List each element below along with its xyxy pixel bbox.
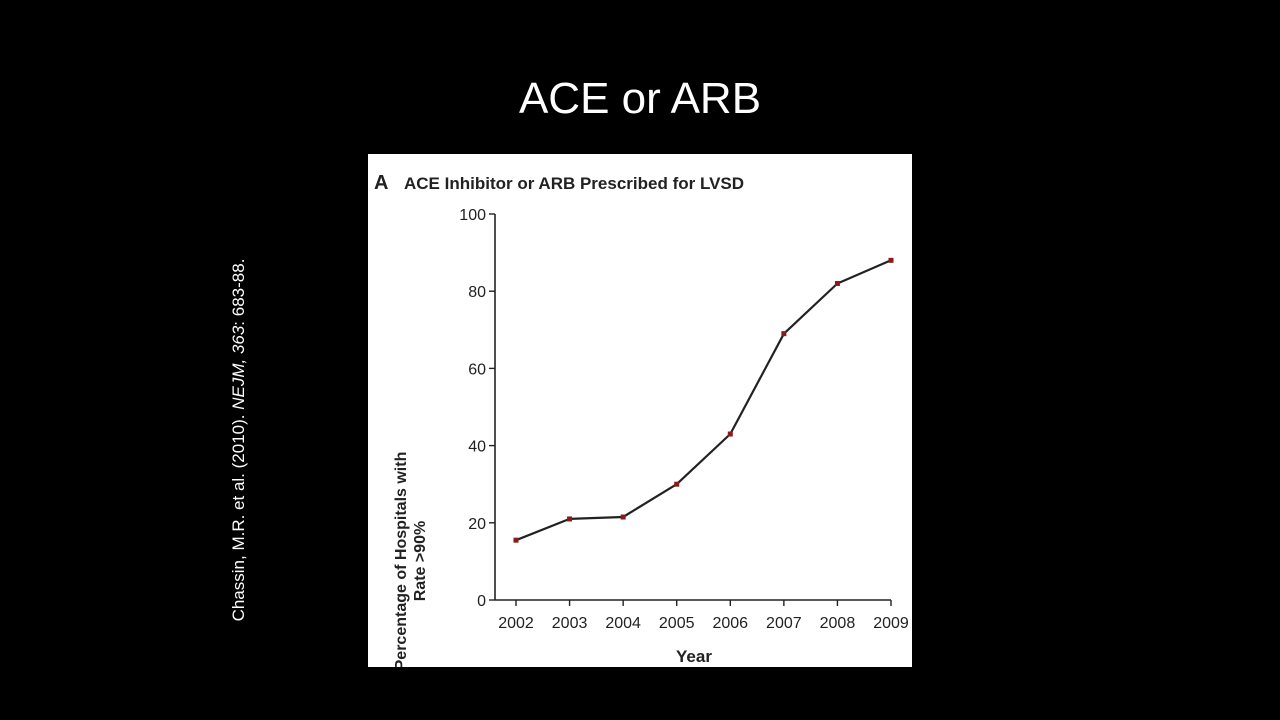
x-tick-label: 2009: [873, 615, 909, 632]
y-axis-label-line2: Rate >90%: [412, 521, 429, 602]
data-point: [834, 280, 840, 286]
data-point: [888, 257, 894, 263]
x-tick-label: 2005: [659, 615, 695, 632]
data-point: [567, 516, 573, 522]
x-tick-label: 2008: [820, 615, 856, 632]
axes-layer: [494, 214, 891, 601]
data-point: [781, 331, 787, 337]
y-tick-label: 60: [468, 361, 486, 378]
chart-title: ACE Inhibitor or ARB Prescribed for LVSD: [404, 174, 744, 193]
series-line: [515, 259, 892, 542]
ticks-layer: 0 20 40 60 80 100 2002 2003 2004 2005 2006 2007 2008…: [459, 207, 909, 632]
series-layer: [513, 257, 894, 543]
y-tick-label: 40: [468, 439, 486, 456]
y-tick-label: 100: [459, 207, 486, 224]
citation-pages: : 683-88.: [229, 258, 248, 326]
line-chart: A ACE Inhibitor or ARB Prescribed for LV…: [374, 172, 909, 667]
y-tick-label: 80: [468, 284, 486, 301]
y-axis-label: Percentage of Hospitals with Rate >90%: [393, 452, 429, 667]
y-tick-label: 0: [477, 593, 486, 610]
y-axis-label-line1: Percentage of Hospitals with: [393, 452, 410, 667]
x-tick-label: 2006: [712, 615, 748, 632]
x-tick-label: 2004: [605, 615, 641, 632]
y-tick-label: 20: [468, 516, 486, 533]
figure-panel: A ACE Inhibitor or ARB Prescribed for LV…: [368, 154, 912, 667]
slide-title: ACE or ARB: [518, 74, 762, 123]
citation-text: Chassin, M.R. et al. (2010). NEJM, 363: …: [229, 259, 249, 622]
panel-letter: A: [374, 172, 388, 194]
data-point: [513, 537, 519, 543]
x-axis-label: Year: [676, 647, 712, 666]
data-point: [620, 514, 626, 520]
x-tick-label: 2003: [552, 615, 588, 632]
x-tick-label: 2002: [498, 615, 534, 632]
data-point: [727, 431, 733, 437]
citation-authors: Chassin, M.R. et al. (2010).: [229, 409, 248, 622]
x-tick-label: 2007: [766, 615, 802, 632]
citation-journal: NEJM, 363: [229, 325, 248, 410]
data-point: [674, 481, 680, 487]
